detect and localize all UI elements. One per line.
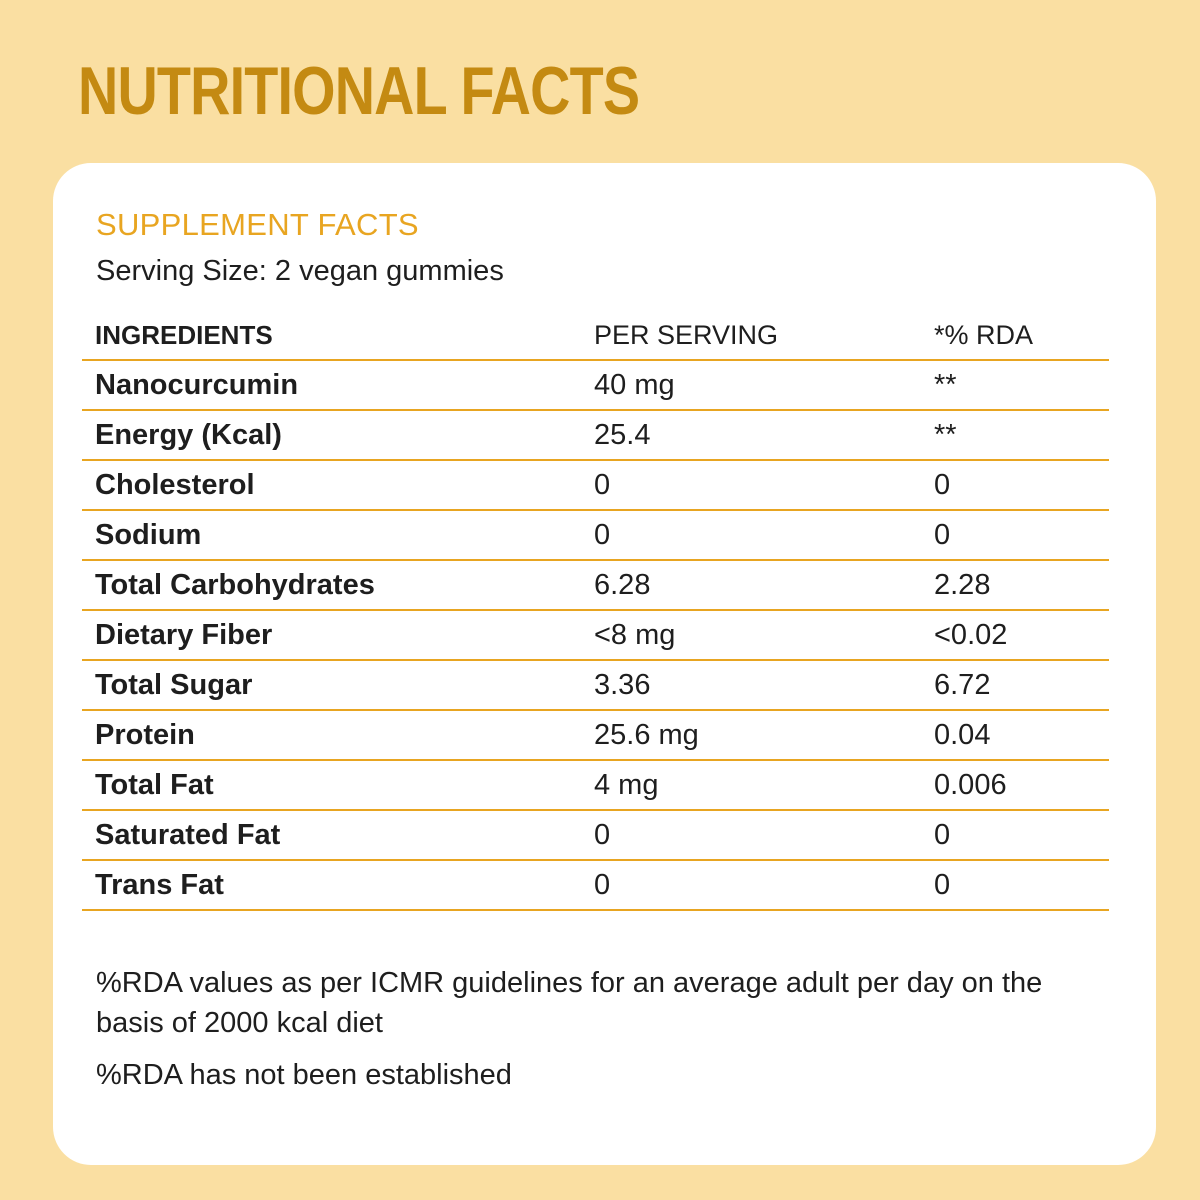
table-row: Protein 25.6 mg 0.04 — [82, 711, 1109, 761]
rda-value: ** — [934, 418, 957, 451]
table-row: Dietary Fiber <8 mg <0.02 — [82, 611, 1109, 661]
table-row: Total Sugar 3.36 6.72 — [82, 661, 1109, 711]
rda-value: 0 — [934, 818, 951, 851]
column-header-ingredients: INGREDIENTS — [95, 319, 273, 350]
ingredient-name: Total Sugar — [95, 668, 253, 701]
rda-value: 0.006 — [934, 768, 1007, 801]
rda-value: 0.04 — [934, 718, 991, 751]
ingredient-name: Total Carbohydrates — [95, 568, 375, 601]
per-serving-value: 25.6 mg — [594, 718, 699, 751]
table-row: Total Fat 4 mg 0.006 — [82, 761, 1109, 811]
footnotes: %RDA values as per ICMR guidelines for a… — [96, 963, 1116, 1107]
table-row: Trans Fat 0 0 — [82, 861, 1109, 911]
ingredient-name: Sodium — [95, 518, 202, 551]
rda-value: <0.02 — [934, 618, 1008, 651]
per-serving-value: 25.4 — [594, 418, 651, 451]
table-row: Energy (Kcal) 25.4 ** — [82, 411, 1109, 461]
rda-value: 0 — [934, 868, 951, 901]
ingredient-name: Total Fat — [95, 768, 214, 801]
ingredient-name: Trans Fat — [95, 868, 224, 901]
per-serving-value: 0 — [594, 868, 611, 901]
per-serving-value: 0 — [594, 818, 611, 851]
ingredient-name: Dietary Fiber — [95, 618, 273, 651]
per-serving-value: <8 mg — [594, 618, 676, 651]
supplement-facts-heading: SUPPLEMENT FACTS — [96, 207, 419, 242]
supplement-facts-card: SUPPLEMENT FACTS Serving Size: 2 vegan g… — [53, 163, 1156, 1165]
per-serving-value: 6.28 — [594, 568, 651, 601]
per-serving-value: 3.36 — [594, 668, 651, 701]
per-serving-value: 40 mg — [594, 368, 675, 401]
ingredient-name: Cholesterol — [95, 468, 255, 501]
table-row: Saturated Fat 0 0 — [82, 811, 1109, 861]
page-title: NUTRITIONAL FACTS — [78, 53, 640, 129]
table-row: Nanocurcumin 40 mg ** — [82, 361, 1109, 411]
footnote-rda-guidelines: %RDA values as per ICMR guidelines for a… — [96, 967, 1043, 1039]
rda-value: 0 — [934, 518, 951, 551]
nutrition-table: INGREDIENTS PER SERVING *% RDA Nanocurcu… — [82, 311, 1109, 911]
rda-value: 6.72 — [934, 668, 991, 701]
footnote-rda-not-established: %RDA has not been established — [96, 1059, 512, 1091]
ingredient-name: Energy (Kcal) — [95, 418, 282, 451]
per-serving-value: 4 mg — [594, 768, 659, 801]
rda-value: ** — [934, 368, 957, 401]
rda-value: 2.28 — [934, 568, 991, 601]
table-row: Total Carbohydrates 6.28 2.28 — [82, 561, 1109, 611]
per-serving-value: 0 — [594, 468, 611, 501]
serving-size: Serving Size: 2 vegan gummies — [96, 255, 504, 287]
rda-value: 0 — [934, 468, 951, 501]
table-row: Cholesterol 0 0 — [82, 461, 1109, 511]
per-serving-value: 0 — [594, 518, 611, 551]
table-header-row: INGREDIENTS PER SERVING *% RDA — [82, 311, 1109, 361]
table-row: Sodium 0 0 — [82, 511, 1109, 561]
ingredient-name: Saturated Fat — [95, 818, 281, 851]
ingredient-name: Nanocurcumin — [95, 368, 299, 401]
ingredient-name: Protein — [95, 718, 195, 751]
column-header-rda: *% RDA — [934, 319, 1034, 350]
column-header-per-serving: PER SERVING — [594, 319, 779, 350]
